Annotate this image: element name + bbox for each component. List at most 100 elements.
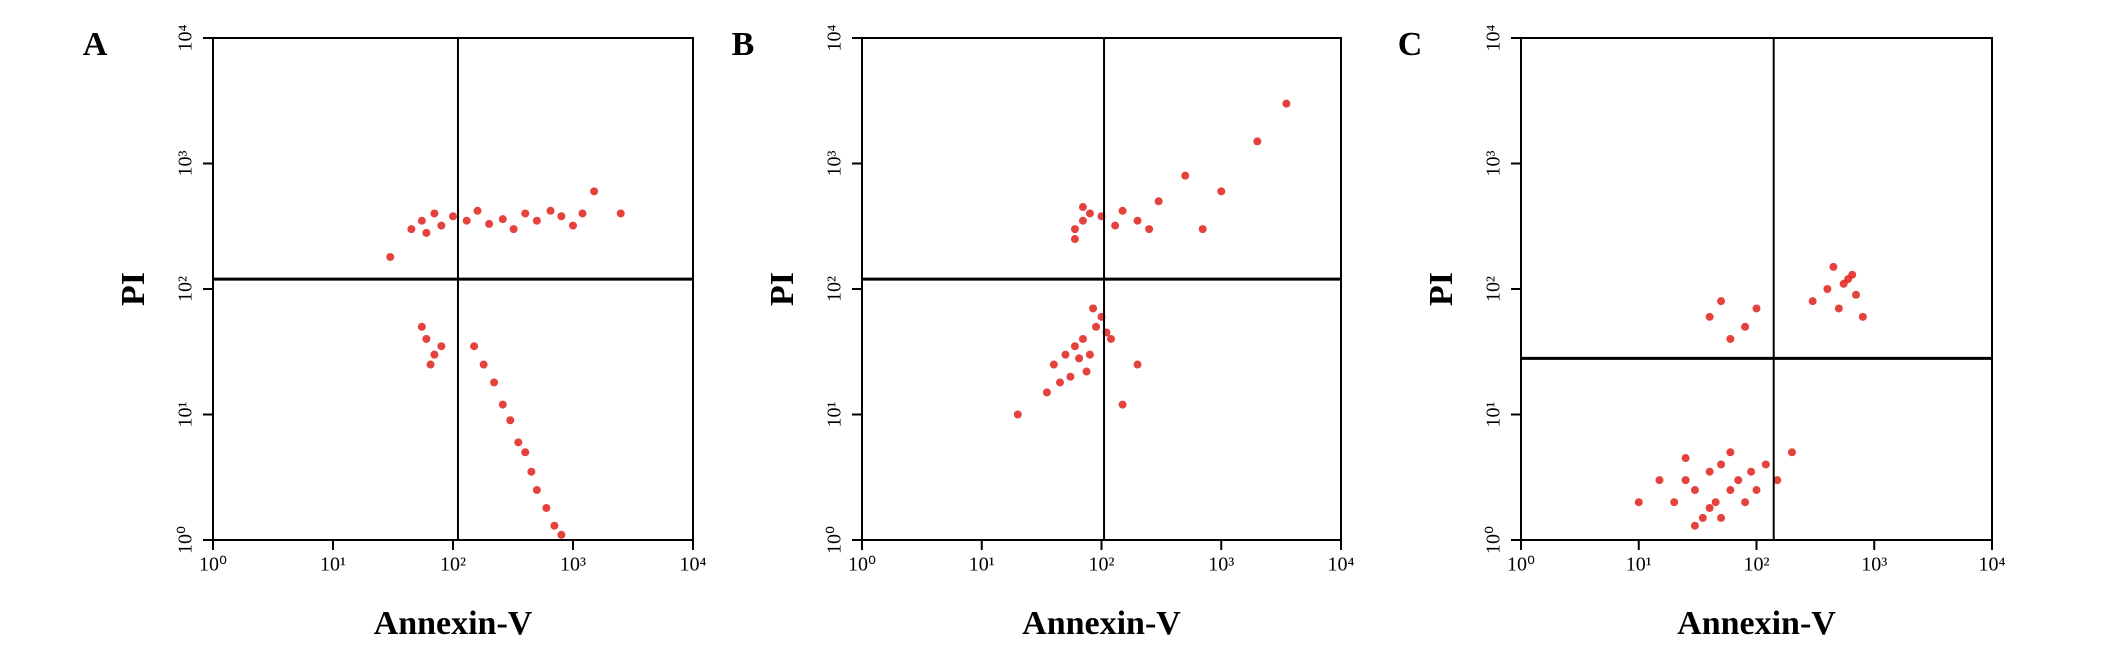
data-point	[1078, 334, 1087, 343]
x-axis-label: Annexin-V	[1677, 605, 1836, 642]
data-point	[473, 206, 482, 215]
data-point	[430, 209, 439, 218]
panel-label: B	[732, 26, 755, 63]
plot-frame	[1520, 37, 1993, 541]
data-point	[1705, 503, 1714, 512]
x-tick-label: 10³	[1861, 554, 1887, 576]
data-point	[437, 221, 446, 230]
data-point	[1070, 235, 1079, 244]
x-tick-label: 10⁴	[680, 554, 707, 576]
data-point	[1181, 171, 1190, 180]
data-point	[1133, 360, 1142, 369]
data-point	[417, 216, 426, 225]
y-tick-label: 10²	[824, 276, 846, 302]
x-axis-label: Annexin-V	[374, 605, 533, 642]
data-point	[1741, 498, 1750, 507]
data-point	[1690, 521, 1699, 530]
x-tick-label: 10²	[440, 554, 466, 576]
x-tick-label: 10¹	[969, 554, 995, 576]
data-point	[1075, 354, 1084, 363]
data-point	[386, 252, 395, 261]
panel-label: C	[1398, 26, 1423, 63]
y-tick-label: 10²	[175, 276, 197, 302]
data-point	[1705, 312, 1714, 321]
y-tick-label: 10³	[175, 151, 197, 177]
data-point	[1711, 498, 1720, 507]
data-point	[1734, 476, 1743, 485]
data-point	[1042, 388, 1051, 397]
data-point	[1681, 454, 1690, 463]
data-point	[462, 216, 471, 225]
data-point	[1070, 342, 1079, 351]
data-point	[1773, 476, 1782, 485]
data-point	[1133, 216, 1142, 225]
data-point	[1761, 460, 1770, 469]
data-point	[1852, 290, 1861, 299]
data-point	[1066, 372, 1075, 381]
x-axis-label: Annexin-V	[1022, 605, 1181, 642]
data-point	[1253, 137, 1262, 146]
x-tick-label: 10⁰	[199, 554, 227, 576]
x-tick-label: 10⁰	[848, 554, 876, 576]
data-point	[1726, 486, 1735, 495]
data-point	[1698, 513, 1707, 522]
data-point	[1078, 203, 1087, 212]
data-point	[590, 187, 599, 196]
data-point	[1061, 350, 1070, 359]
data-point	[1741, 322, 1750, 331]
data-point	[578, 209, 587, 218]
data-point	[557, 212, 566, 221]
data-point	[422, 334, 431, 343]
data-point	[1070, 225, 1079, 234]
data-point	[1089, 304, 1098, 313]
data-point	[1726, 448, 1735, 457]
data-point	[1082, 367, 1091, 376]
data-point	[1752, 304, 1761, 313]
x-tick-label: 10²	[1089, 554, 1115, 576]
data-point	[506, 416, 515, 425]
data-point	[527, 467, 536, 476]
data-point	[1106, 334, 1115, 343]
data-point	[485, 219, 494, 228]
y-tick-label: 10¹	[824, 402, 846, 428]
data-point	[616, 209, 625, 218]
data-point	[550, 521, 559, 530]
data-point	[470, 342, 479, 351]
y-tick-label: 10¹	[1483, 402, 1505, 428]
x-tick-label: 10⁰	[1507, 554, 1535, 576]
data-point	[1111, 221, 1120, 230]
data-point	[1085, 209, 1094, 218]
data-point	[1049, 360, 1058, 369]
data-point	[1690, 486, 1699, 495]
data-point	[1282, 99, 1291, 108]
data-point	[1834, 304, 1843, 313]
data-point	[1670, 498, 1679, 507]
data-point	[1085, 350, 1094, 359]
data-point	[422, 228, 431, 237]
data-point	[1717, 460, 1726, 469]
data-point	[1705, 467, 1714, 476]
data-point	[521, 448, 530, 457]
data-point	[430, 350, 439, 359]
data-point	[490, 378, 499, 387]
data-point	[1145, 225, 1154, 234]
data-point	[407, 225, 416, 234]
x-tick-label: 10⁴	[1979, 554, 2006, 576]
data-point	[498, 215, 507, 224]
data-point	[1787, 448, 1796, 457]
x-tick-label: 10³	[1208, 554, 1234, 576]
data-point	[1839, 279, 1848, 288]
data-point	[1747, 467, 1756, 476]
plot-frame	[861, 37, 1342, 541]
data-point	[1092, 322, 1101, 331]
data-point	[1078, 216, 1087, 225]
data-point	[532, 216, 541, 225]
data-point	[1848, 270, 1857, 279]
data-point	[437, 342, 446, 351]
y-tick-label: 10⁴	[824, 24, 846, 51]
data-point	[1118, 206, 1127, 215]
data-point	[521, 209, 530, 218]
data-point	[1217, 187, 1226, 196]
data-point	[569, 221, 577, 230]
data-point	[514, 438, 523, 447]
